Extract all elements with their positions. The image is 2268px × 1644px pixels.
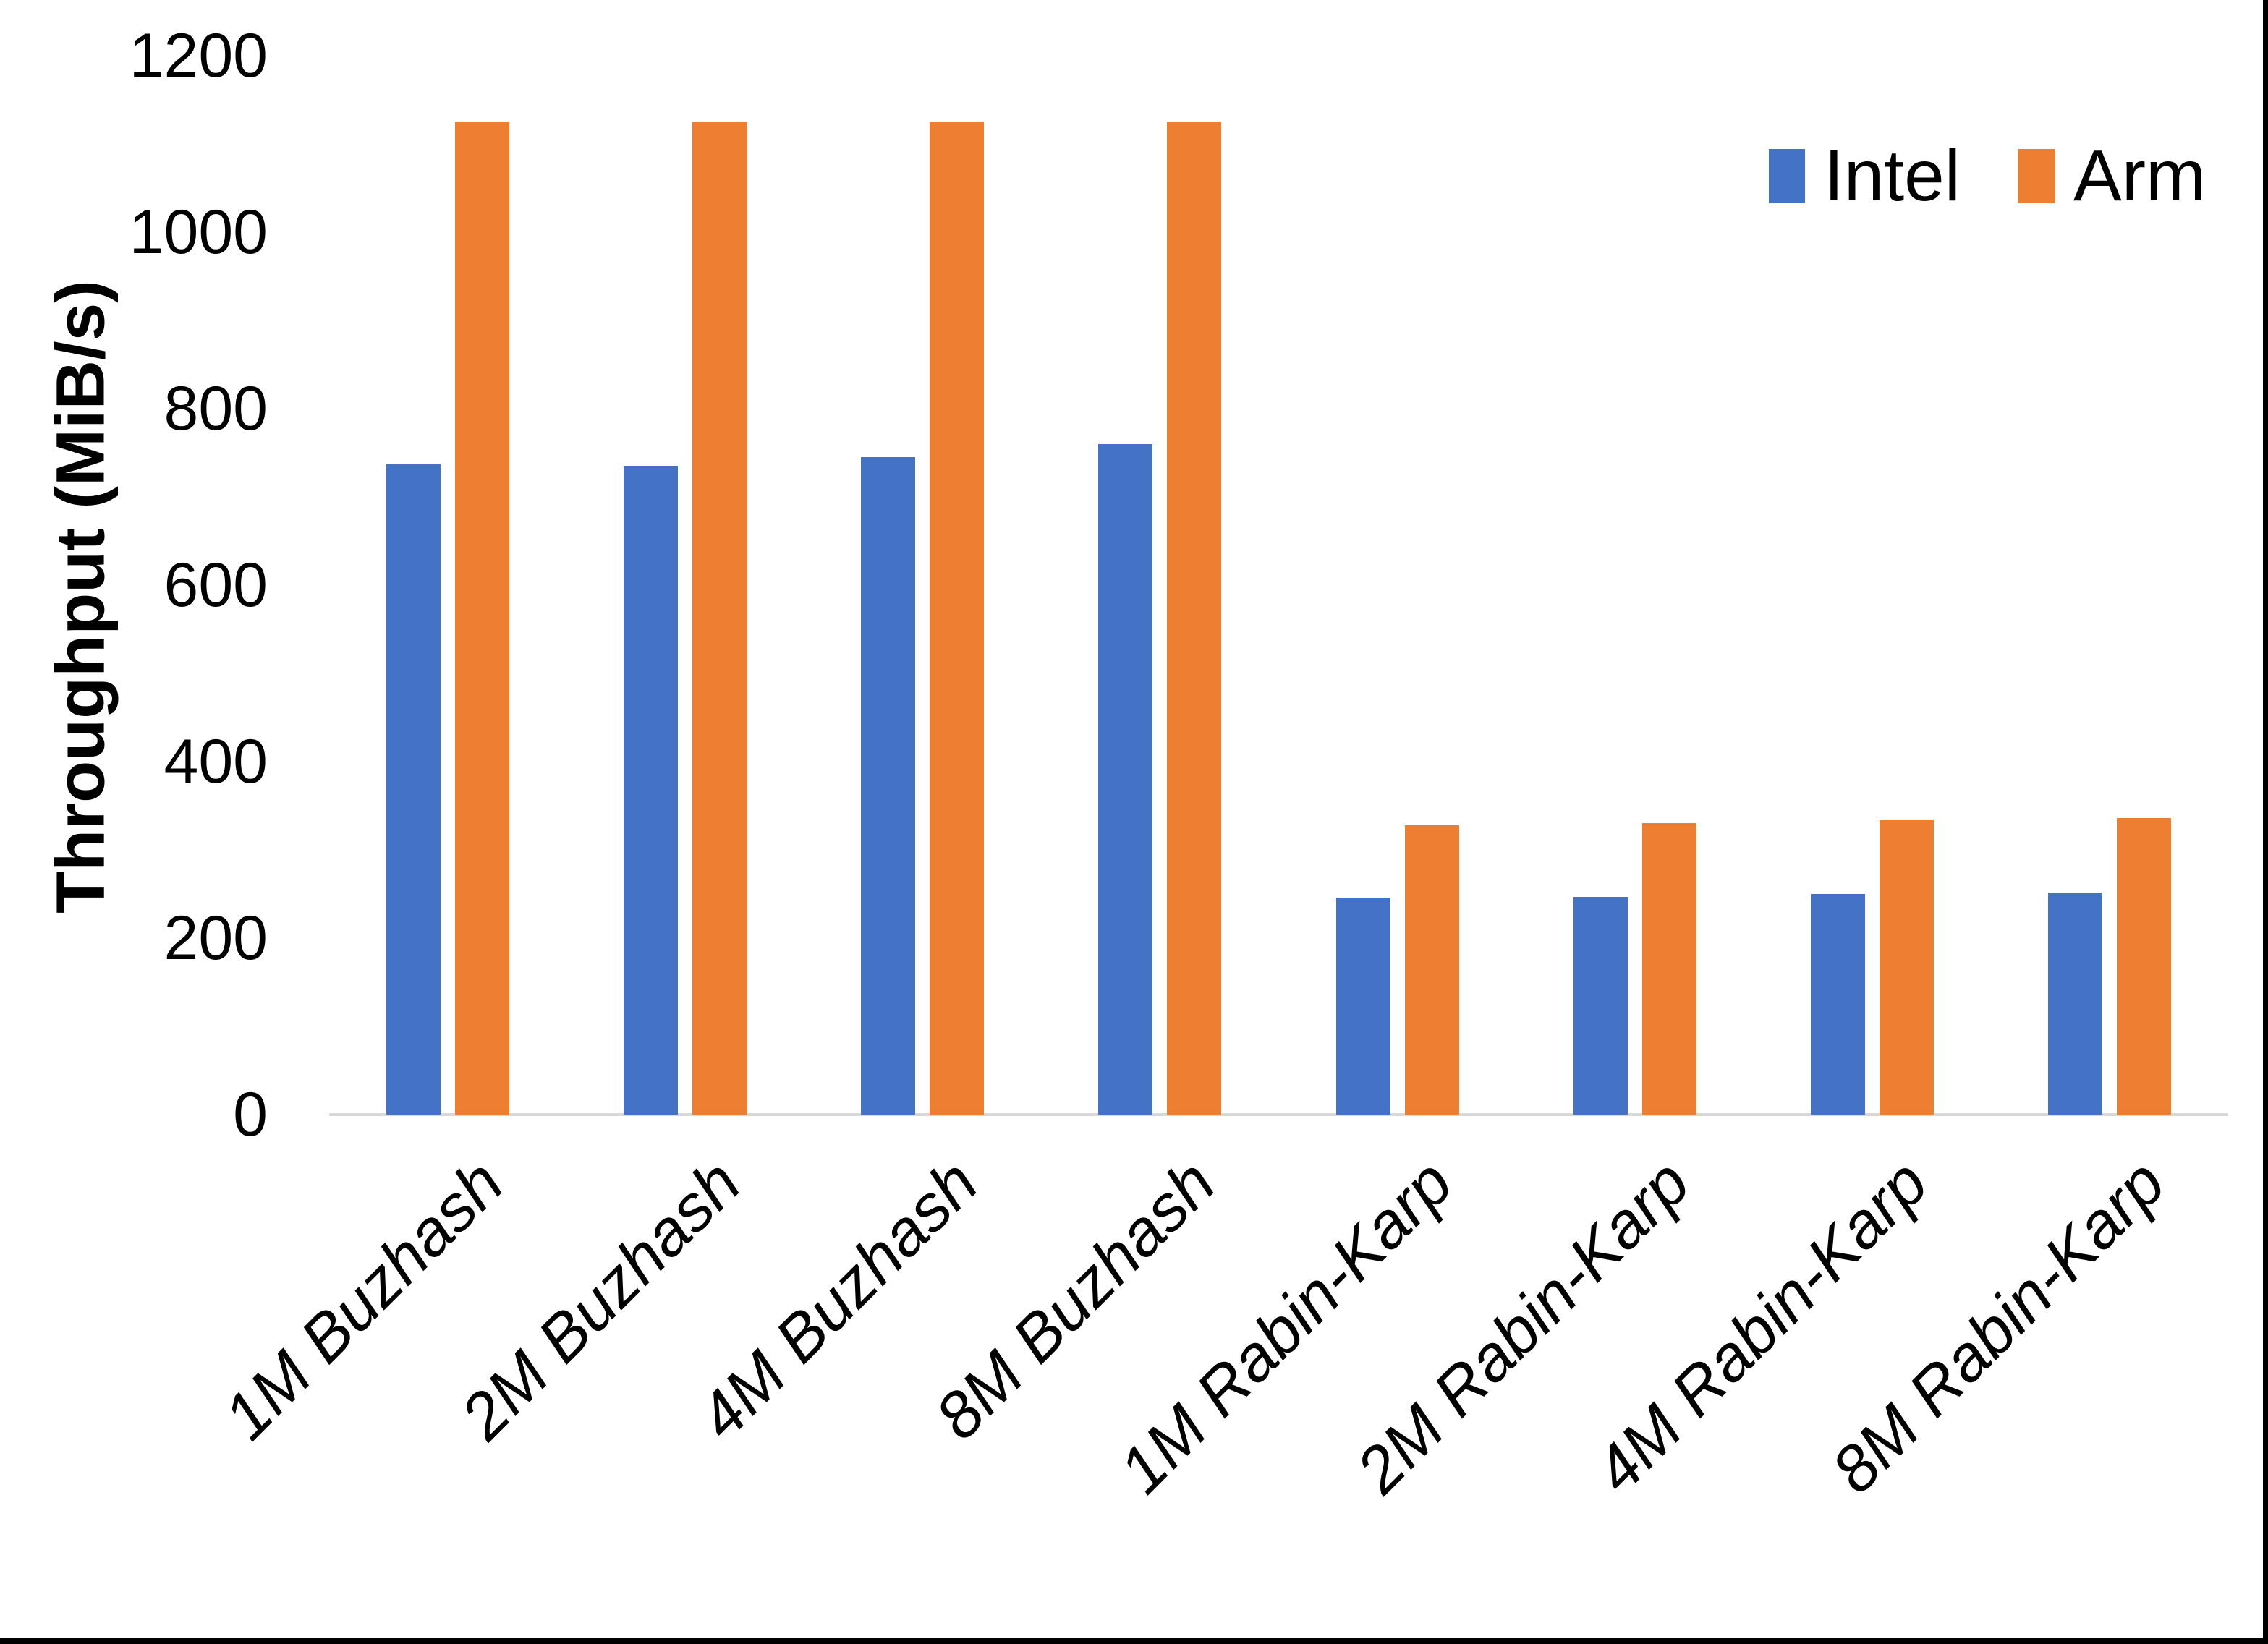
y-tick-1000: 1000 (129, 197, 268, 267)
plot-area (329, 56, 2228, 1115)
bar-intel-8m-buzhash (1098, 444, 1153, 1115)
bar-arm-8m-rabin-karp (2116, 818, 2171, 1115)
bar-intel-1m-rabin-karp (1335, 898, 1390, 1115)
slide-border-right (2263, 0, 2268, 1644)
intel-swatch-icon (1769, 148, 1805, 203)
bar-group-1m-buzhash (329, 56, 566, 1115)
y-tick-600: 600 (163, 550, 268, 620)
bar-arm-4m-buzhash (930, 122, 985, 1115)
bar-intel-1m-buzhash (386, 464, 441, 1115)
bar-arm-4m-rabin-karp (1879, 820, 1934, 1115)
slide-border-bottom (0, 1638, 2268, 1644)
bar-arm-1m-rabin-karp (1404, 825, 1459, 1115)
legend: Intel Arm (1769, 136, 2206, 216)
bar-group-8m-buzhash (1041, 56, 1278, 1115)
y-tick-400: 400 (163, 727, 268, 796)
x-axis-line (329, 1113, 2228, 1116)
bar-group-8m-rabin-karp (1991, 56, 2228, 1115)
bar-arm-2m-buzhash (692, 122, 747, 1115)
bar-group-4m-rabin-karp (1754, 56, 1991, 1115)
bar-intel-2m-buzhash (624, 466, 679, 1115)
bar-intel-2m-rabin-karp (1573, 897, 1628, 1115)
y-tick-1200: 1200 (129, 21, 268, 90)
bar-group-2m-rabin-karp (1516, 56, 1754, 1115)
y-tick-800: 800 (163, 374, 268, 443)
bar-intel-8m-rabin-karp (2047, 893, 2102, 1115)
bar-arm-8m-buzhash (1167, 122, 1222, 1115)
y-tick-200: 200 (163, 903, 268, 973)
bar-group-2m-buzhash (566, 56, 804, 1115)
bar-intel-4m-buzhash (861, 457, 916, 1115)
bar-arm-1m-buzhash (455, 122, 510, 1115)
y-tick-0: 0 (233, 1080, 268, 1149)
legend-label-intel: Intel (1824, 135, 1961, 216)
bar-group-1m-rabin-karp (1279, 56, 1516, 1115)
bar-group-4m-buzhash (804, 56, 1041, 1115)
legend-item-intel: Intel (1769, 136, 1961, 216)
arm-swatch-icon (2018, 148, 2055, 203)
bar-intel-4m-rabin-karp (1810, 894, 1865, 1115)
legend-item-arm: Arm (2018, 136, 2206, 216)
bar-arm-2m-rabin-karp (1641, 823, 1696, 1115)
legend-label-arm: Arm (2073, 135, 2207, 216)
